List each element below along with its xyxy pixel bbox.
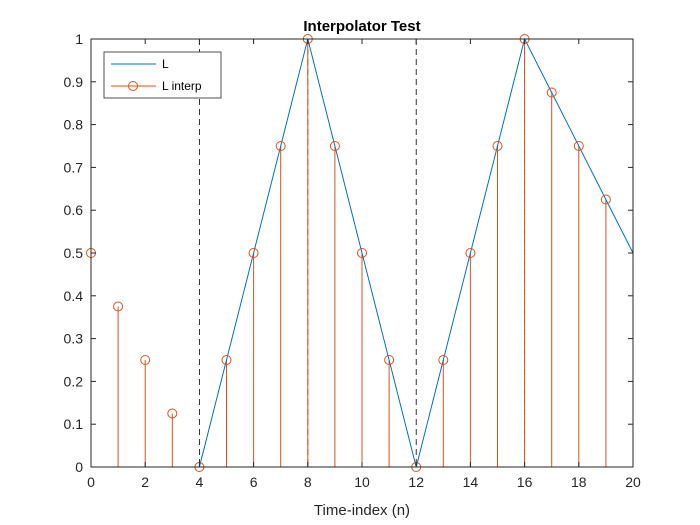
y-tick-label: 0.5 — [64, 245, 84, 261]
x-tick-label: 16 — [517, 474, 533, 490]
y-tick-label: 0.2 — [64, 373, 84, 389]
stem-marker-n6 — [248, 248, 259, 258]
stem-marker-n14 — [465, 248, 476, 258]
y-tick-label: 0.6 — [64, 202, 84, 218]
x-tick-label: 14 — [463, 474, 479, 490]
x-tick-label: 12 — [408, 474, 424, 490]
y-tick-label: 0.4 — [64, 288, 84, 304]
stem-marker-n15 — [492, 141, 503, 151]
y-tick-label: 0.1 — [64, 416, 84, 432]
x-tick-label: 10 — [354, 474, 370, 490]
y-tick-label: 0.8 — [64, 117, 84, 133]
stem-marker-n2 — [140, 355, 151, 365]
x-tick-label: 18 — [571, 474, 587, 490]
x-tick-label: 2 — [141, 474, 149, 490]
stem-marker-n1 — [113, 301, 124, 312]
stem-marker-n10 — [357, 248, 367, 258]
stem-marker-n11 — [384, 355, 395, 365]
y-tick-label: 0.9 — [64, 74, 84, 90]
x-tick-label: 8 — [304, 474, 312, 490]
y-tick-label: 0.3 — [64, 331, 84, 347]
stem-marker-n19 — [600, 194, 611, 205]
stem-marker-n3 — [167, 408, 178, 419]
x-axis-label: Time-index (n) — [314, 502, 410, 519]
stem-marker-n7 — [275, 141, 286, 151]
legend-swatch-l-interp-marker — [128, 81, 138, 91]
legend-box — [103, 51, 222, 99]
legend-label-l-interp: L interp — [162, 79, 202, 93]
stem-marker-n18 — [573, 141, 584, 151]
stem-marker-n5 — [221, 355, 232, 365]
stem-marker-n17 — [546, 87, 557, 98]
x-tick-label: 0 — [87, 474, 95, 490]
x-tick-label: 4 — [196, 474, 204, 490]
y-tick-label: 0 — [75, 459, 83, 475]
y-tick-label: 1 — [75, 31, 83, 47]
legend: L L interp — [103, 51, 222, 99]
x-tick-label: 20 — [625, 474, 641, 490]
stem-marker-n13 — [438, 355, 449, 365]
x-tick-label: 6 — [250, 474, 258, 490]
y-tick-label: 0.7 — [64, 159, 84, 175]
series-layer — [86, 34, 634, 472]
legend-label-l: L — [162, 57, 169, 71]
axis-ticks: 0 2 4 6 8 10 12 14 16 18 20 0 0.1 0.2 0.3 0.4 0.5 0.6 0.7 0… — [64, 31, 641, 490]
chart-title: Interpolator Test — [303, 18, 420, 35]
stem-marker-n9 — [329, 141, 340, 151]
